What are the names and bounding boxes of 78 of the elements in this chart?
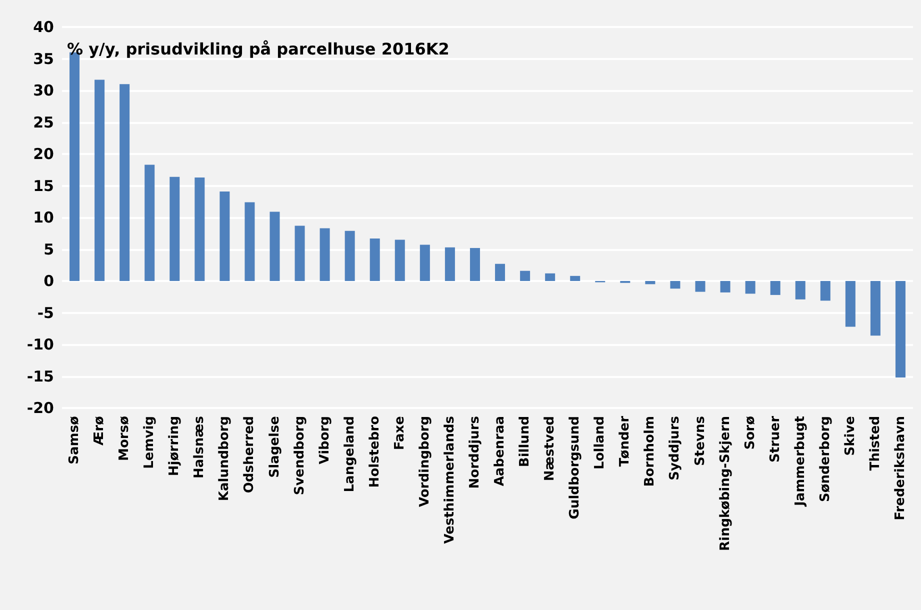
x-tick-label: Vordingborg xyxy=(417,416,432,507)
bar xyxy=(545,273,556,281)
x-tick-label: Lemvig xyxy=(142,416,158,469)
bar xyxy=(394,240,405,281)
x-tick-label: Lolland xyxy=(592,416,608,470)
bar xyxy=(470,248,480,281)
x-tick-label: Viborg xyxy=(317,416,332,464)
y-tick-label: 25 xyxy=(33,113,54,132)
y-tick-label: 5 xyxy=(44,240,54,258)
y-tick-label: -5 xyxy=(37,304,54,322)
y-tick-label: -10 xyxy=(26,336,54,354)
x-tick-label: Billund xyxy=(518,416,533,468)
x-tick-label: Struer xyxy=(768,415,783,462)
bar xyxy=(420,244,430,281)
bar xyxy=(845,281,856,327)
bar xyxy=(570,276,580,281)
x-tick-label: Sorø xyxy=(742,416,758,450)
y-tick-label: 40 xyxy=(33,18,54,36)
x-tick-label: Vesthimmerlands xyxy=(442,416,458,544)
x-tick-label: Stevns xyxy=(692,416,708,466)
x-tick-label: Holstebro xyxy=(367,416,382,488)
bar xyxy=(820,281,830,301)
bar xyxy=(294,226,305,281)
x-tick-label: Kalundborg xyxy=(217,416,232,502)
bar xyxy=(645,281,656,284)
x-tick-label: Slagelse xyxy=(267,416,282,478)
bar xyxy=(94,80,105,281)
x-tick-label: Tønder xyxy=(618,415,633,467)
bar xyxy=(220,191,230,281)
bar xyxy=(495,264,506,281)
bar xyxy=(720,281,730,292)
bar xyxy=(670,281,680,289)
y-tick-label: -15 xyxy=(26,367,54,386)
y-tick-label: 15 xyxy=(33,176,54,195)
x-tick-label: Hjørring xyxy=(167,416,182,476)
y-tick-label: 30 xyxy=(33,82,54,100)
bar xyxy=(270,212,280,281)
x-tick-label: Ringkøbing-Skjern xyxy=(718,416,733,551)
x-tick-label: Jammerbugt xyxy=(792,416,808,508)
x-tick-label: Sønderborg xyxy=(818,416,833,502)
x-tick-label: Thisted xyxy=(868,416,883,471)
y-tick-label: -20 xyxy=(26,399,54,417)
bar xyxy=(120,84,130,281)
bar xyxy=(244,202,255,281)
x-tick-label: Samsø xyxy=(67,416,82,464)
x-tick-label: Halsnæs xyxy=(192,416,208,478)
bar xyxy=(370,238,380,281)
x-tick-label: Langeland xyxy=(342,416,358,492)
bar xyxy=(344,230,355,281)
y-tick-label: 0 xyxy=(44,272,54,290)
x-tick-label: Syddjurs xyxy=(668,416,683,480)
x-tick-label: Guldborgsund xyxy=(568,416,583,520)
bar xyxy=(144,164,155,281)
x-tick-label: Bornholm xyxy=(642,416,658,487)
x-tick-label: Næstved xyxy=(542,416,558,482)
y-tick-label: 20 xyxy=(33,145,54,163)
bar xyxy=(870,281,880,336)
x-tick-label: Frederikshavn xyxy=(892,416,908,520)
bar xyxy=(320,228,330,281)
bar xyxy=(520,270,530,281)
y-tick-label: 35 xyxy=(33,50,54,68)
x-tick-label: Skive xyxy=(842,416,858,456)
y-tick-label: 10 xyxy=(33,208,54,226)
bar xyxy=(194,177,205,281)
bar xyxy=(695,281,706,292)
bar xyxy=(770,281,780,295)
x-tick-label: Ærø xyxy=(92,416,108,446)
x-tick-label: Norddjurs xyxy=(467,416,482,489)
x-tick-label: Odsherred xyxy=(242,416,258,494)
bar xyxy=(795,281,806,300)
x-tick-label: Aabenraa xyxy=(492,416,508,486)
x-tick-label: Morsø xyxy=(117,416,132,461)
bar xyxy=(745,281,756,294)
bar xyxy=(170,176,180,281)
bar xyxy=(444,247,455,281)
bar xyxy=(895,281,906,378)
x-tick-label: Svendborg xyxy=(292,416,308,496)
x-tick-label: Faxe xyxy=(392,416,408,450)
